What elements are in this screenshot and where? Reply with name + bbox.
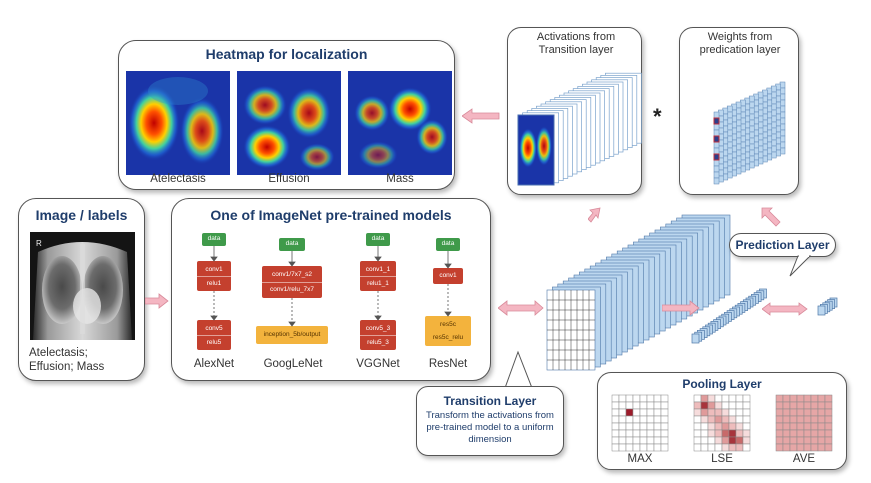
vggnet-top-layer-1: conv1_1 (365, 266, 391, 273)
pooling-grids (611, 394, 833, 452)
pooling-grid-ave (775, 394, 833, 452)
pooling-grid-max (611, 394, 669, 452)
googlenet-label: GoogLeNet (263, 358, 323, 370)
heatmap-atelectasis (126, 71, 230, 175)
googlenet-top-layer-1: conv1/7x7_s2 (271, 271, 313, 278)
alexnet-top-block: conv1 relu1 (197, 261, 231, 291)
alexnet-bottom-block: conv5 relu5 (197, 320, 231, 350)
resnet-bottom-layer-2: res5c_relu (432, 334, 464, 341)
heatmap-label-effusion: Effusion (268, 173, 310, 185)
resnet-label: ResNet (428, 358, 468, 370)
image-labels: Atelectasis; Effusion; Mass (29, 347, 105, 373)
svg-text:R: R (36, 239, 42, 248)
pooling-grid-lse (693, 394, 751, 452)
vggnet-label: VGGNet (356, 358, 400, 370)
googlenet-top-block: conv1/7x7_s2 conv1/relu_7x7 (262, 266, 322, 298)
googlenet-bottom-block: inception_5b/output (256, 326, 328, 344)
alexnet-top-layer-1: conv1 (205, 266, 223, 273)
vggnet-top-layer-2: relu1_1 (360, 276, 396, 290)
pooling-label-ave: AVE (792, 453, 816, 465)
alexnet-label: AlexNet (193, 358, 235, 370)
vggnet-top-block: conv1_1 relu1_1 (360, 261, 396, 291)
heatmap-atelectasis-image (126, 71, 230, 175)
pooling-label-lse: LSE (711, 453, 733, 465)
resnet-bottom-layer-1: res5c (440, 321, 456, 328)
googlenet-data-node: data (279, 238, 305, 251)
weights-label: Weights from predication layer (699, 31, 781, 56)
weights-stack (713, 81, 786, 185)
activations-label: Activations from Transition layer (536, 31, 616, 56)
vggnet-bottom-block: conv5_3 relu5_3 (360, 320, 396, 350)
activations-stack (517, 72, 642, 186)
arrow-models-to-transition (498, 300, 544, 316)
weights-panel: Weights from predication layer (679, 27, 799, 195)
multiply-symbol: * (653, 104, 662, 129)
activations-panel: Activations from Transition layer (507, 27, 642, 195)
alexnet-bottom-layer-1: conv5 (205, 325, 223, 332)
pooling-panel: Pooling Layer MAX LSE AVE (597, 372, 847, 470)
models-panel: One of ImageNet pre-trained models (171, 198, 491, 381)
vggnet-data-node: data (366, 233, 390, 246)
arrow-prediction-to-weights (761, 207, 781, 227)
heatmap-label-atelectasis: Atelectasis (150, 173, 206, 185)
resnet-data-node: data (436, 238, 460, 251)
arrow-to-heatmap (462, 108, 500, 124)
image-panel-title: Image / labels (35, 207, 128, 223)
transition-layer-description: Transform the activations from pre-train… (426, 410, 554, 445)
heatmap-panel: Heatmap for localization (118, 40, 455, 190)
models-panel-title: One of ImageNet pre-trained models (210, 207, 452, 223)
arrow-image-to-models (145, 293, 169, 309)
arrow-transition-to-pooled (662, 300, 700, 316)
chest-xray-image: R (30, 232, 135, 340)
heatmap-effusion (237, 71, 341, 175)
vggnet-bottom-layer-2: relu5_3 (360, 335, 396, 349)
vggnet-bottom-layer-1: conv5_3 (365, 325, 391, 332)
pooling-panel-title: Pooling Layer (682, 377, 762, 391)
heatmap-label-mass: Mass (386, 173, 414, 185)
arrow-transition-to-activations (588, 207, 601, 223)
alexnet-bottom-layer-2: relu5 (197, 335, 231, 349)
resnet-bottom-block: res5c res5c_relu (425, 316, 471, 346)
alexnet-data-node: data (202, 233, 226, 246)
heatmap-mass-image (348, 71, 452, 175)
arrow-pooled-to-prediction (762, 302, 808, 316)
resnet-top-block: conv1 (433, 268, 463, 284)
prediction-layer-title: Prediction Layer (735, 238, 830, 252)
heatmap-effusion-image (237, 71, 341, 175)
transition-layer-callout: Transition Layer Transform the activatio… (416, 386, 564, 456)
googlenet-top-layer-2: conv1/relu_7x7 (262, 282, 322, 297)
transition-layer-title: Transition Layer (443, 394, 537, 408)
alexnet-top-layer-2: relu1 (197, 276, 231, 290)
heatmap-panel-title: Heatmap for localization (205, 46, 368, 62)
pooling-label-max: MAX (627, 453, 653, 465)
prediction-layer-callout: Prediction Layer (729, 233, 836, 257)
heatmap-mass (348, 71, 452, 175)
